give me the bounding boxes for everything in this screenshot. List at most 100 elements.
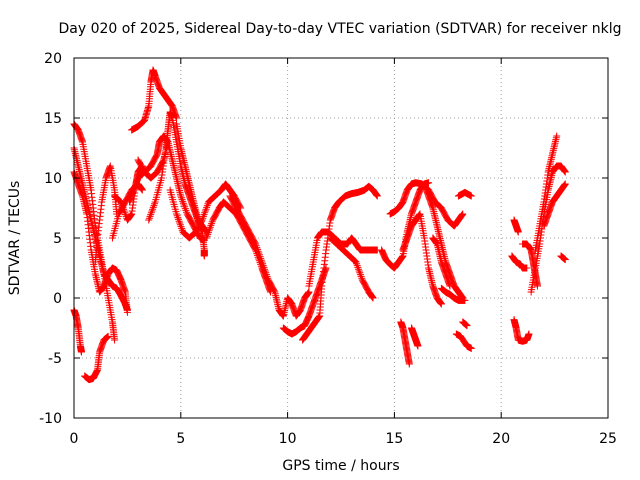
data-point [150,202,158,210]
data-point [534,282,542,290]
data-point [206,223,214,231]
data-point [206,225,214,233]
series-arc19 [299,182,381,344]
data-point [178,224,186,232]
data-point [270,287,278,295]
y-tick-label: 0 [53,291,62,307]
data-point [176,219,184,227]
data-point [173,212,181,220]
data-point [208,218,216,226]
data-point [255,251,263,259]
x-tick-label: 10 [279,431,297,447]
axis-ticks: 0 5 10 15 20 25 -10 -5 0 5 10 15 20 [39,51,617,447]
series-arc37 [527,162,569,296]
data-point [257,256,265,264]
data-point [259,262,267,270]
data-point [261,265,269,273]
data-point [561,180,569,188]
data-point [405,360,413,368]
data-point [117,198,125,206]
data-point [414,342,422,350]
data-point [260,263,268,271]
data-point [353,260,361,268]
data-point [146,212,154,220]
data-point [164,138,172,146]
data-point [523,264,531,272]
data-point [201,209,209,217]
data-point [174,215,182,223]
chart-title: Day 020 of 2025, Sidereal Day-to-day VTE… [59,21,622,37]
data-point [262,271,270,279]
data-point [181,203,189,211]
data-point [121,209,129,217]
data-point [200,252,208,260]
data-point [123,308,131,316]
data-point [199,212,207,220]
data-point [264,274,272,282]
data-point [204,229,212,237]
data-point [120,205,128,213]
data-point [148,207,156,215]
data-point [182,206,190,214]
data-point [358,274,366,282]
data-point [201,207,209,215]
data-point [205,227,213,235]
y-axis-label: SDTVAR / TECUs [7,181,23,296]
data-point [463,322,471,330]
series-arc24 [397,318,413,368]
y-tick-label: 5 [53,231,62,247]
x-axis-label: GPS time / hours [282,458,399,474]
data-point [355,267,363,275]
grid-lines [74,58,608,418]
data-point [181,205,189,213]
x-tick-label: 25 [599,431,617,447]
data-point [198,217,206,225]
series-arc20 [305,228,381,290]
series-arc06 [91,162,121,266]
series-arc14 [166,180,245,242]
series-arc09 [128,66,181,134]
data-point [175,217,183,225]
data-point [145,216,153,224]
data-point [263,272,271,280]
data-point [173,210,181,218]
data-point [200,211,208,219]
series-arc40 [557,252,569,264]
data-point [207,221,215,229]
data-point [459,210,467,218]
series-arc32 [459,318,471,330]
data-point [305,288,313,296]
data-point [177,192,185,200]
data-point [149,203,157,211]
x-tick-label: 20 [492,431,510,447]
data-point [373,192,381,200]
data-point [437,300,445,308]
y-tick-label: 15 [44,111,62,127]
data-point [252,240,260,248]
series-arc04 [70,306,85,356]
series-arc33 [510,216,522,236]
data-point [257,254,265,262]
data-point [561,256,569,264]
data-point [77,348,85,356]
data-point [262,269,270,277]
data-point [252,242,260,250]
series-arc38 [531,132,561,254]
series-arc27 [407,324,422,350]
data-point [203,232,211,240]
series-arc02 [70,144,131,314]
data-point [553,132,561,140]
data-point [525,330,533,338]
y-tick-label: -5 [48,351,62,367]
data-point [203,203,211,211]
data-point [138,186,146,194]
data-point [177,223,185,231]
data-points [70,66,569,384]
data-point [202,205,210,213]
data-point [159,157,167,165]
data-point [120,207,128,215]
data-point [149,205,157,213]
data-point [259,260,267,268]
data-point [258,258,266,266]
data-point [354,263,362,271]
